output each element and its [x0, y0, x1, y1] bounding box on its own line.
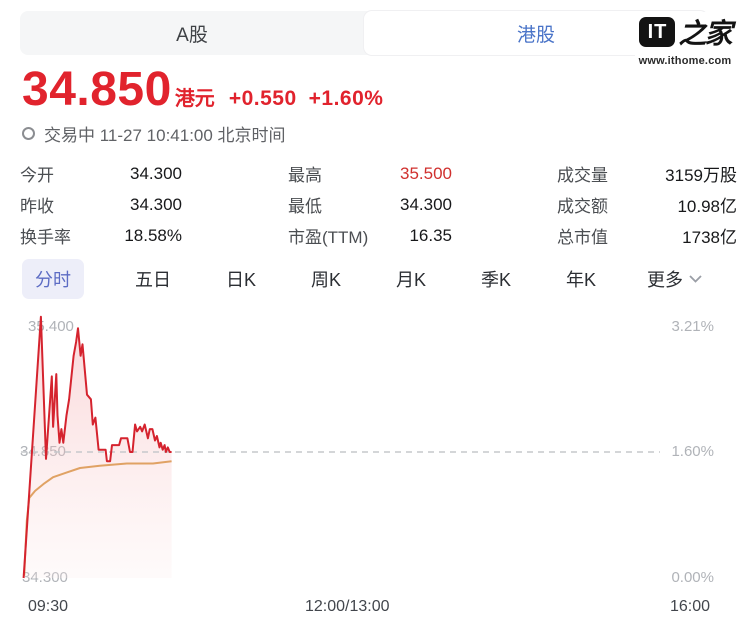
stats-row: 换手率 18.58% 市盈(TTM) 16.35 总市值 1738亿 — [20, 220, 737, 251]
ithome-url: www.ithome.com — [638, 55, 732, 67]
period-tab-weekly-k[interactable]: 周K — [310, 270, 341, 290]
period-more-label: 更多 — [646, 270, 683, 290]
period-tab-5day[interactable]: 五日 — [134, 270, 171, 290]
x-axis-open-label: 09:30 — [28, 598, 69, 615]
current-price: 34.850 — [22, 63, 172, 116]
x-axis-noon-label: 12:00/13:00 — [305, 598, 390, 615]
ithome-logo-icon: IT — [639, 17, 676, 47]
price-change: +0.550 — [228, 87, 297, 110]
y-axis-bottom-right-label: 0.00% — [671, 569, 714, 586]
trading-status: 交易中 11-27 10:41:00 北京时间 — [22, 121, 286, 146]
period-more-dropdown[interactable]: 更多 — [647, 266, 702, 292]
ithome-logo-text: 之家 — [678, 17, 732, 50]
stat-market-cap: 总市值 1738亿 — [557, 228, 737, 247]
stat-prev-close: 昨收 34.300 — [20, 194, 182, 217]
stats-row: 今开 34.300 最高 35.500 成交量 3159万股 — [20, 158, 737, 189]
chevron-down-icon — [689, 275, 702, 283]
stat-turnover-amount: 成交额 10.98亿 — [557, 197, 737, 216]
stats-row: 昨收 34.300 最低 34.300 成交额 10.98亿 — [20, 189, 737, 220]
trading-status-text: 交易中 11-27 10:41:00 北京时间 — [44, 126, 286, 145]
stat-turnover-rate: 换手率 18.58% — [20, 225, 182, 248]
period-tab-intraday[interactable]: 分时 — [22, 259, 84, 299]
stat-volume: 成交量 3159万股 — [557, 166, 737, 185]
period-tab-quarterly-k[interactable]: 季K — [480, 270, 511, 290]
currency-label: 港元 — [174, 88, 215, 110]
x-axis-close-label: 16:00 — [669, 598, 710, 615]
period-tab-daily-k[interactable]: 日K — [225, 270, 256, 290]
price-line — [22, 315, 172, 579]
period-tab-monthly-k[interactable]: 月K — [395, 270, 426, 290]
stat-open: 今开 34.300 — [20, 163, 182, 186]
stat-pe-ttm: 市盈(TTM) 16.35 — [288, 225, 452, 248]
intraday-chart-canvas — [21, 315, 660, 579]
period-tab-yearly-k[interactable]: 年K — [565, 270, 596, 290]
ithome-logo: IT 之家 www.ithome.com — [635, 12, 735, 67]
intraday-chart[interactable]: 35.400 34.850 34.300 3.21% 1.60% 0.00% 0… — [0, 310, 741, 637]
stats-grid: 今开 34.300 最高 35.500 成交量 3159万股 昨收 34.300… — [20, 158, 737, 251]
chart-period-tabs: 分时 五日 日K 周K 月K 季K 年K 更多 — [22, 259, 702, 299]
stat-high: 最高 35.500 — [288, 163, 452, 186]
status-circle-icon — [22, 127, 35, 140]
tab-a-share[interactable]: A股 — [20, 11, 364, 55]
price-change-percent: +1.60% — [308, 87, 384, 110]
tab-hk-share-label: 港股 — [516, 24, 555, 46]
market-tab-bar: A股 港股 — [20, 11, 708, 55]
tab-a-share-label: A股 — [176, 24, 208, 46]
stat-low: 最低 34.300 — [288, 194, 452, 217]
y-axis-mid-right-label: 1.60% — [671, 443, 714, 460]
y-axis-top-right-label: 3.21% — [671, 318, 714, 335]
quote-header: 34.850 港元 +0.550 +1.60% — [22, 62, 383, 117]
